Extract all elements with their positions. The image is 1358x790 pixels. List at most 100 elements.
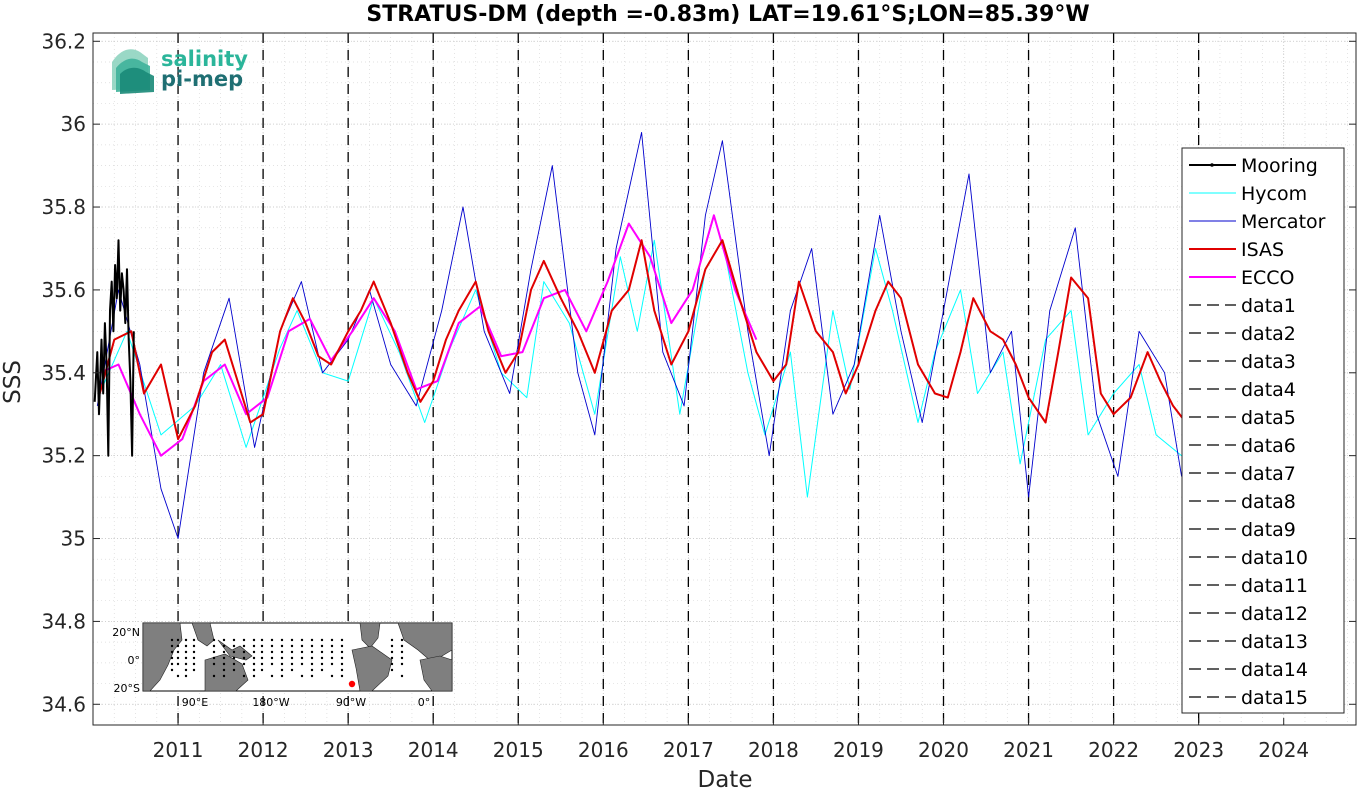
inset-mooring-dot <box>280 650 284 654</box>
legend-label: data9 <box>1241 519 1296 541</box>
inset-mooring-dot <box>176 662 180 666</box>
inset-mooring-dot <box>340 668 344 672</box>
inset-mooring-dot <box>310 644 314 648</box>
legend-label: data3 <box>1241 351 1296 373</box>
x-axis-label: Date <box>698 767 753 790</box>
series-layer <box>93 131 1187 539</box>
inset-mooring-dot <box>232 650 236 654</box>
inset-mooring-dot <box>310 668 314 672</box>
inset-mooring-dot <box>170 656 174 660</box>
inset-mooring-dot <box>260 668 264 672</box>
inset-mooring-dot <box>330 674 334 678</box>
y-tick-label: 35.2 <box>41 444 86 468</box>
legend-items: Mooring Hycom Mercator ISAS ECCO data1 data2 da… <box>1189 155 1326 709</box>
series-line-hycom <box>101 239 1182 498</box>
inset-mooring-dot <box>176 638 180 642</box>
inset-mooring-dot <box>170 668 174 672</box>
inset-mooring-dot <box>320 656 324 660</box>
inset-mooring-dot <box>212 656 216 660</box>
inset-mooring-dot <box>270 644 274 648</box>
series-line-isas <box>98 239 1187 441</box>
legend-label: data1 <box>1241 295 1296 317</box>
inset-mooring-dot <box>232 668 236 672</box>
inset-mooring-dot <box>290 650 294 654</box>
inset-mooring-dot <box>252 656 256 660</box>
inset-mooring-dot <box>176 644 180 648</box>
legend-label: ECCO <box>1241 267 1295 289</box>
inset-mooring-dot <box>290 638 294 642</box>
inset-mooring-dot <box>270 674 274 678</box>
inset-mooring-dot <box>252 644 256 648</box>
inset-mooring-dot <box>192 668 196 672</box>
inset-mooring-dot <box>260 638 264 642</box>
inset-mooring-dot <box>252 662 256 666</box>
legend-label: data8 <box>1241 491 1296 513</box>
inset-mooring-dot <box>260 650 264 654</box>
inset-mooring-dot <box>184 644 188 648</box>
y-tick-label: 34.8 <box>41 609 86 633</box>
inset-mooring-dot <box>400 638 404 642</box>
wave-logo-icon <box>112 49 154 94</box>
inset-mooring-dot <box>192 638 196 642</box>
inset-mooring-dot <box>300 656 304 660</box>
inset-lon-180w: 180°W <box>252 696 289 709</box>
inset-mooring-dot <box>184 662 188 666</box>
inset-mooring-dot <box>252 668 256 672</box>
inset-mooring-dot <box>192 650 196 654</box>
x-tick-label: 2021 <box>1003 738 1054 762</box>
inset-mooring-dot <box>340 674 344 678</box>
legend-label: data12 <box>1241 603 1308 625</box>
legend: Mooring Hycom Mercator ISAS ECCO data1 data2 da… <box>1181 147 1345 714</box>
inset-map-moorings <box>170 638 404 678</box>
inset-mooring-dot <box>222 638 226 642</box>
inset-mooring-dot <box>184 668 188 672</box>
inset-mooring-dot <box>192 644 196 648</box>
x-tick-label: 2024 <box>1258 738 1309 762</box>
inset-mooring-dot <box>176 656 180 660</box>
inset-mooring-dot <box>270 656 274 660</box>
inset-mooring-dot <box>232 656 236 660</box>
y-tick-label: 36.2 <box>41 29 86 53</box>
inset-mooring-dot <box>390 662 394 666</box>
inset-lon-90w: 90°W <box>336 696 366 709</box>
inset-mooring-dot <box>330 656 334 660</box>
inset-mooring-dot <box>260 644 264 648</box>
legend-label: data6 <box>1241 435 1296 457</box>
inset-mooring-dot <box>340 644 344 648</box>
inset-mooring-dot <box>270 662 274 666</box>
x-tick-label: 2015 <box>493 738 544 762</box>
inset-mooring-dot <box>176 650 180 654</box>
x-tick-label: 2019 <box>833 738 884 762</box>
inset-mooring-dot <box>290 656 294 660</box>
inset-lat-20n: 20°N <box>112 626 140 639</box>
inset-mooring-dot <box>252 638 256 642</box>
inset-mooring-dot <box>242 662 246 666</box>
x-tick-label: 2013 <box>323 738 374 762</box>
inset-mooring-dot <box>320 662 324 666</box>
legend-label: data11 <box>1241 575 1308 597</box>
inset-mooring-dot <box>280 656 284 660</box>
inset-mooring-dot <box>280 674 284 678</box>
inset-mooring-dot <box>390 638 394 642</box>
legend-label: ISAS <box>1241 239 1284 261</box>
inset-mooring-dot <box>212 650 216 654</box>
inset-mooring-dot <box>300 662 304 666</box>
inset-mooring-dot <box>212 674 216 678</box>
inset-mooring-dot <box>400 662 404 666</box>
inset-mooring-dot <box>212 638 216 642</box>
x-tick-label: 2020 <box>918 738 969 762</box>
inset-lon-90e: 90°E <box>182 696 208 709</box>
plot-area <box>93 33 1356 725</box>
inset-mooring-dot <box>330 650 334 654</box>
plot-frame <box>92 32 1357 726</box>
inset-mooring-dot <box>170 650 174 654</box>
y-axis-label: SSS <box>0 360 26 404</box>
y-tick-label: 35.6 <box>41 278 86 302</box>
inset-lat-0: 0° <box>128 654 141 667</box>
legend-label: Mercator <box>1241 211 1326 233</box>
legend-label: Hycom <box>1241 183 1307 205</box>
x-tick-label: 2018 <box>748 738 799 762</box>
y-tick-label: 35.4 <box>41 361 86 385</box>
inset-mooring-dot <box>242 650 246 654</box>
